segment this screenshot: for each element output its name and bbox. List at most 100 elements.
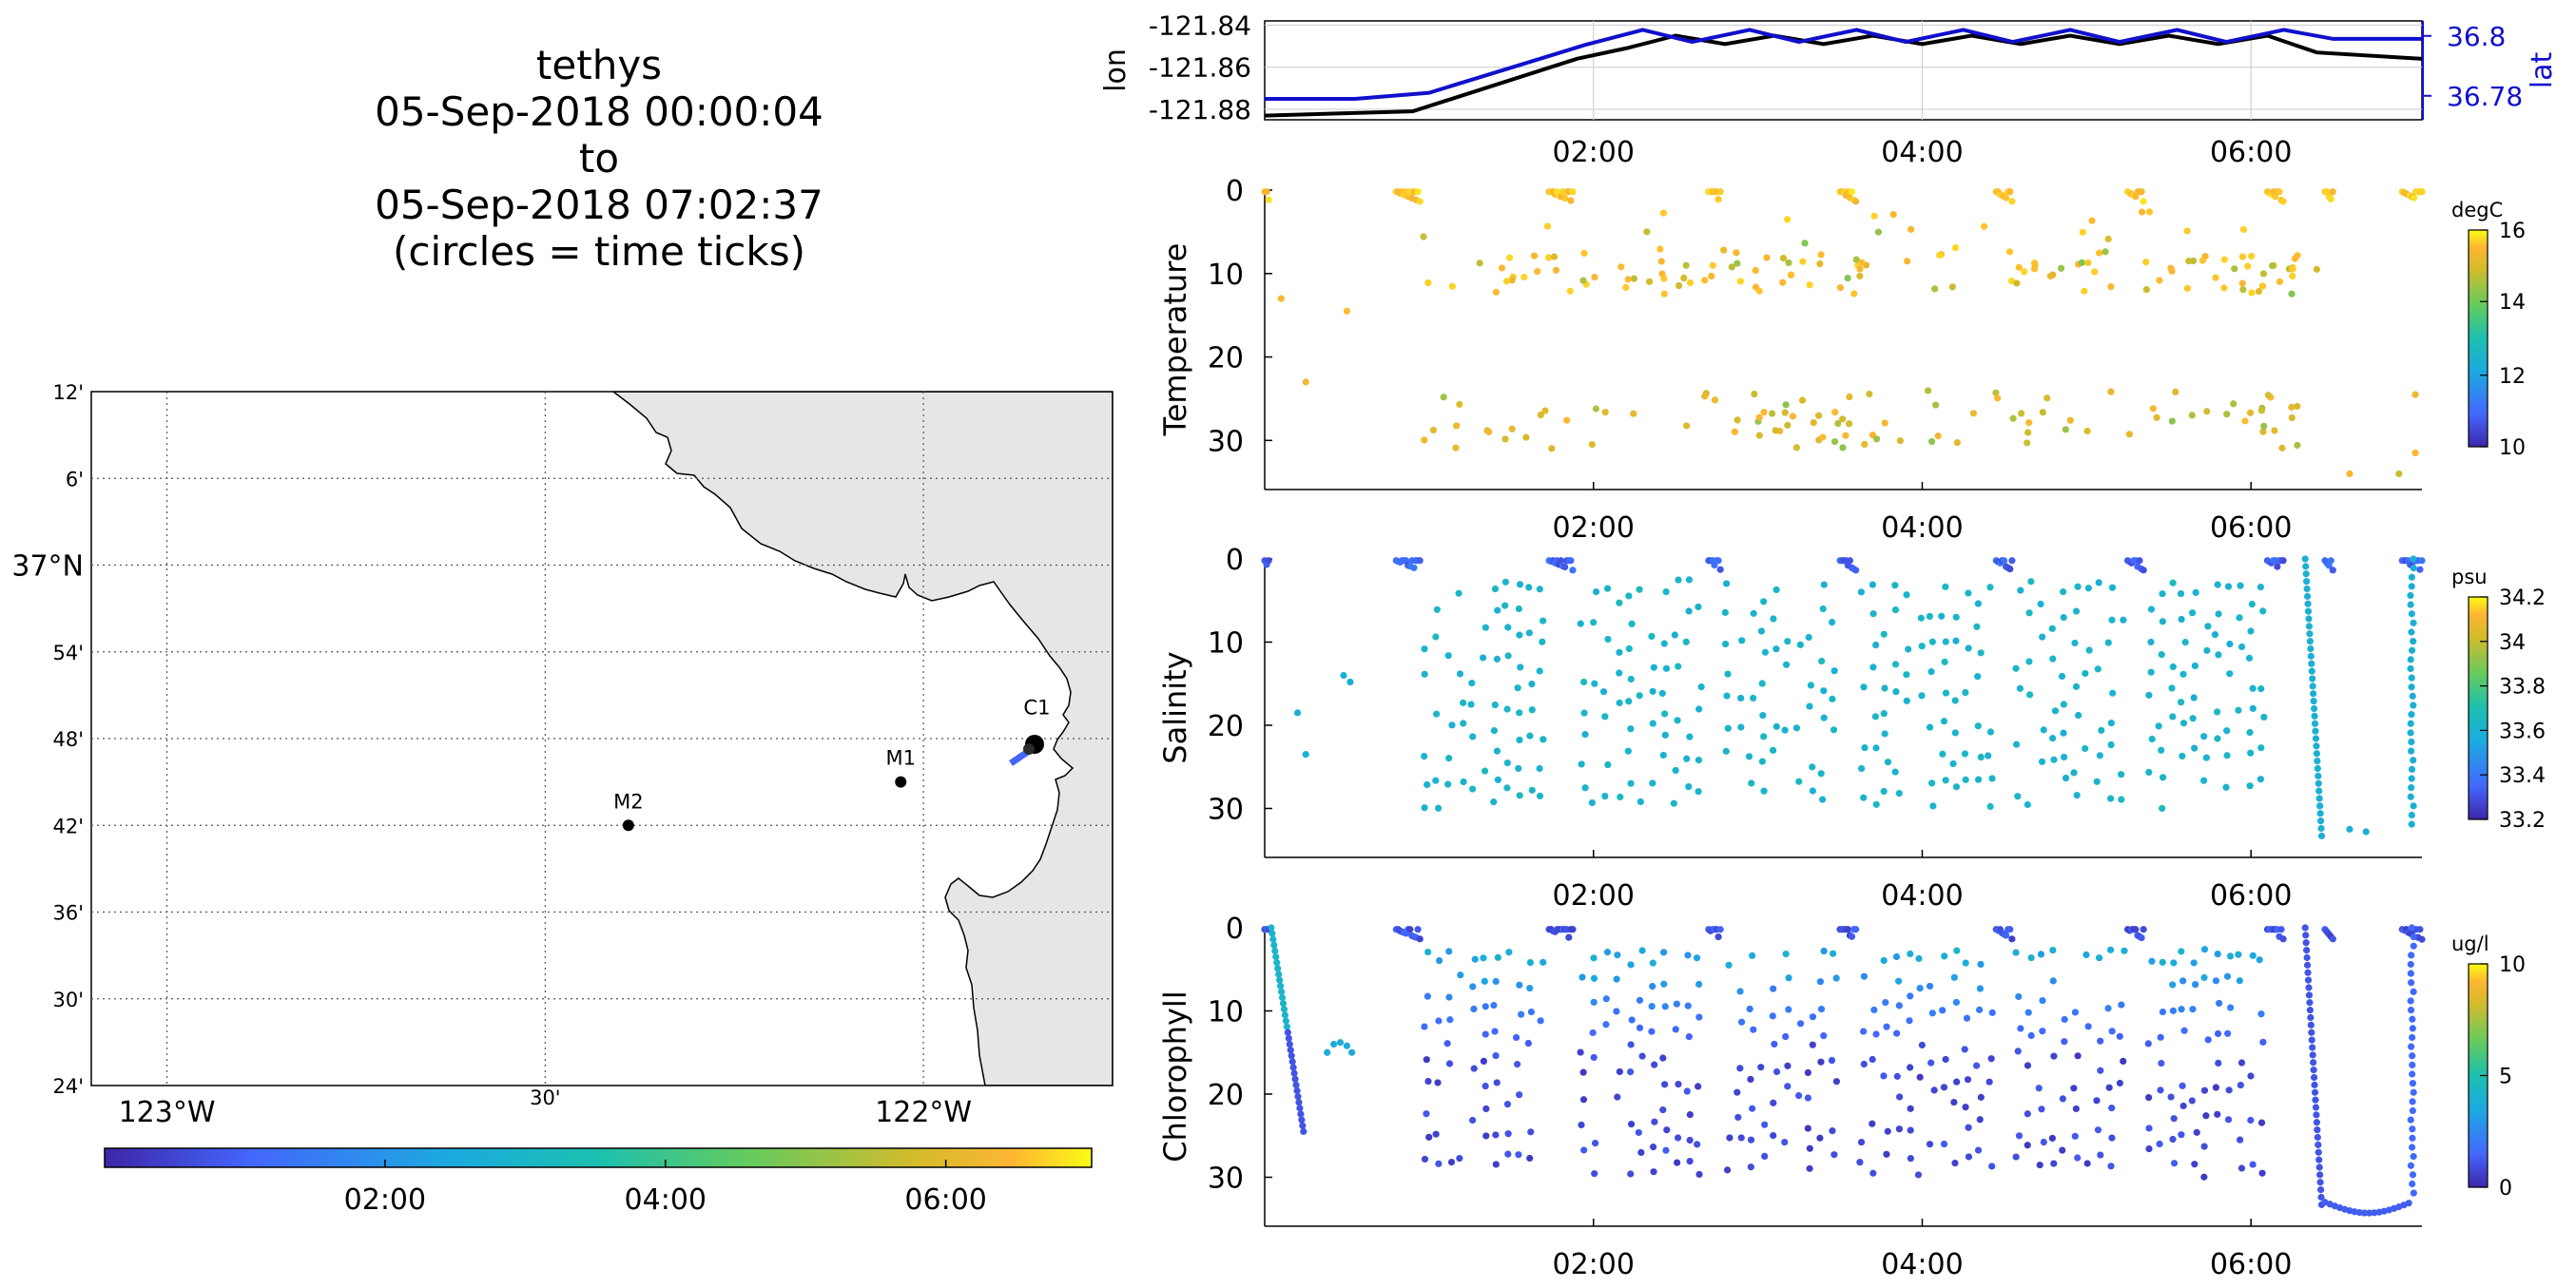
data-point — [1425, 1133, 1433, 1141]
data-point — [2227, 1004, 2235, 1011]
data-point — [1516, 736, 1523, 744]
data-point — [2407, 1116, 2414, 1124]
data-point — [2093, 1097, 2101, 1105]
data-point — [1520, 273, 1528, 281]
data-point — [1638, 1052, 1646, 1060]
data-point — [2410, 757, 2417, 764]
colorbar-tick-label: 14 — [2499, 291, 2526, 315]
data-point — [1965, 1153, 1973, 1161]
data-point — [1828, 618, 1836, 626]
data-point — [1801, 240, 1809, 247]
data-point — [2008, 935, 2016, 943]
data-point — [1526, 1154, 1534, 1163]
data-point — [2211, 631, 2219, 639]
y-tick-label: 10 — [1208, 259, 1244, 292]
data-point — [2179, 977, 2187, 985]
data-point — [2145, 768, 2153, 777]
data-point — [1490, 798, 1498, 806]
data-point — [2140, 926, 2147, 933]
data-point — [2084, 585, 2093, 592]
data-point — [2006, 926, 2014, 933]
data-point — [1866, 390, 1873, 398]
data-point — [1540, 617, 1547, 625]
data-point — [1907, 950, 1914, 958]
data-point — [1626, 1067, 1635, 1076]
data-point — [2157, 1086, 2164, 1094]
data-point — [1561, 563, 1569, 571]
data-point — [1757, 1064, 1765, 1071]
data-point — [1856, 265, 1864, 273]
data-point — [2279, 935, 2287, 943]
data-point — [2169, 713, 2177, 721]
data-point — [1869, 663, 1877, 671]
data-point — [1651, 1118, 1658, 1125]
data-point — [1674, 1134, 1682, 1142]
map-lat-label: 42' — [53, 815, 85, 837]
data-point — [2302, 570, 2310, 578]
data-point — [1287, 1047, 1294, 1054]
data-point — [1453, 422, 1461, 430]
data-point — [2409, 1061, 2416, 1068]
data-point — [1938, 612, 1946, 620]
data-point — [1616, 648, 1623, 656]
station-label: M1 — [886, 747, 916, 770]
data-point — [2310, 1059, 2317, 1067]
data-point — [1630, 410, 1637, 417]
data-point — [2315, 787, 2323, 795]
data-point — [2040, 726, 2047, 734]
data-point — [2104, 639, 2112, 646]
data-point — [1288, 1052, 1295, 1060]
data-point — [2301, 555, 2309, 563]
data-point — [1445, 948, 1453, 955]
y-tick-label: 30 — [1208, 794, 1244, 827]
data-point — [2204, 623, 2212, 630]
data-point — [1569, 926, 1577, 933]
data-point — [1569, 567, 1577, 574]
data-point — [2071, 639, 2079, 647]
data-point — [1936, 251, 1944, 259]
data-point — [2407, 720, 2414, 727]
data-point — [1628, 620, 1636, 627]
data-point — [1603, 585, 1612, 592]
data-point — [1926, 1141, 1934, 1148]
data-point — [2305, 991, 2314, 999]
data-point — [1889, 211, 1897, 219]
data-point — [2306, 638, 2314, 645]
data-point — [1663, 1126, 1671, 1134]
data-point — [1816, 260, 1824, 268]
data-point — [1649, 983, 1656, 990]
data-point — [2409, 1171, 2417, 1179]
x-tick-label: 02:00 — [1553, 1248, 1635, 1281]
data-point — [2214, 708, 2221, 716]
data-point — [2145, 1094, 2153, 1102]
data-point — [1891, 768, 1899, 776]
data-point — [2408, 747, 2415, 755]
data-point — [1493, 655, 1501, 663]
data-point — [1759, 712, 1767, 720]
data-point — [2179, 670, 2187, 678]
lon-tick-label: -121.88 — [1149, 94, 1251, 125]
data-point — [1820, 687, 1828, 695]
data-point — [1504, 652, 1512, 660]
data-point — [2308, 1036, 2315, 1044]
data-point — [2039, 409, 2046, 416]
x-tick-label: 02:00 — [1553, 879, 1635, 913]
data-point — [2256, 583, 2265, 591]
data-point — [2074, 1154, 2082, 1162]
data-point — [2142, 258, 2150, 266]
data-point — [1493, 747, 1501, 755]
data-point — [1625, 592, 1633, 600]
x-tick-label: 04:00 — [1881, 511, 1963, 545]
data-point — [2408, 811, 2415, 819]
data-point — [2307, 1013, 2315, 1022]
data-point — [1440, 394, 1447, 401]
data-point — [1424, 279, 1432, 287]
data-point — [1760, 787, 1768, 795]
data-point — [1903, 697, 1910, 704]
data-point — [1951, 697, 1959, 704]
data-point — [1721, 608, 1729, 616]
data-point — [2189, 257, 2198, 265]
data-point — [1770, 985, 1777, 992]
data-point — [1286, 1040, 1293, 1048]
colorbar-tick-label: 34 — [2499, 631, 2526, 655]
